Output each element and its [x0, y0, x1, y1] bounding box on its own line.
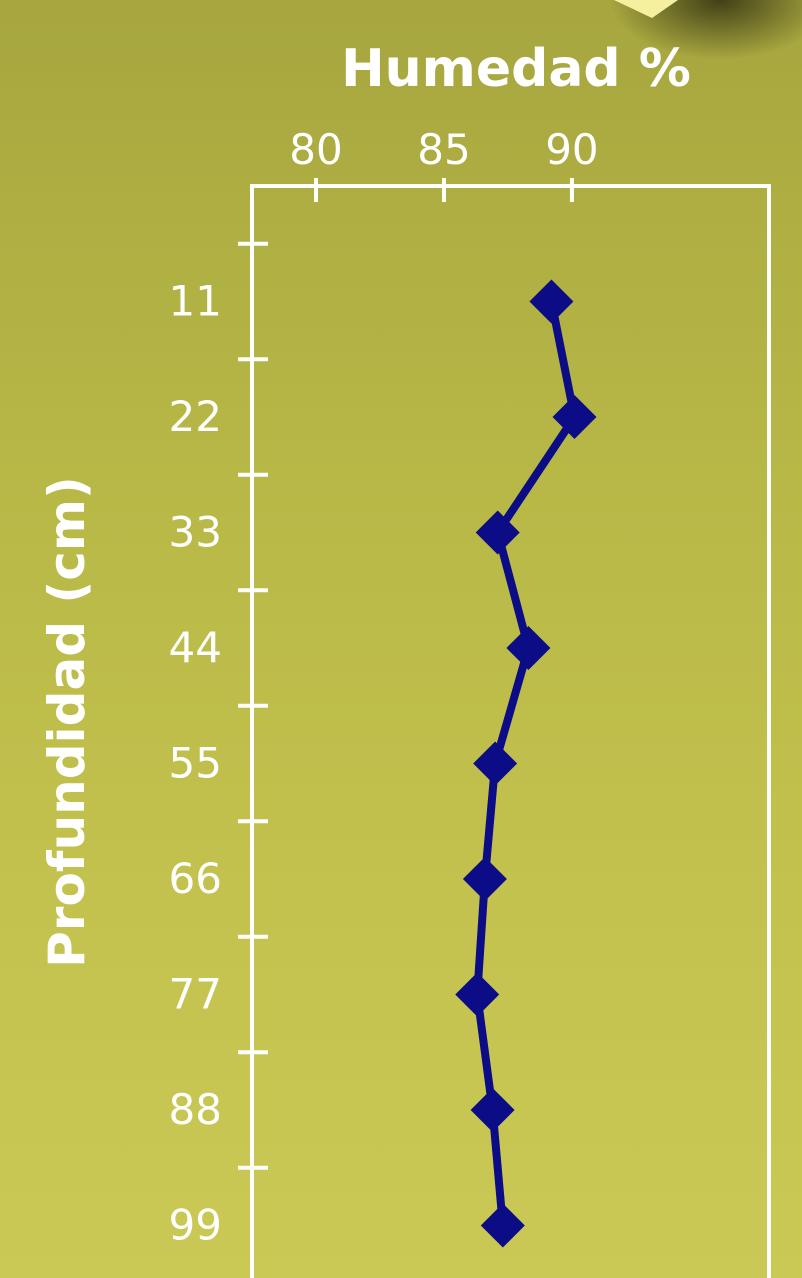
y-tick-label: 99 [169, 1201, 222, 1250]
y-tick-label: 88 [169, 1085, 222, 1134]
data-point-marker [470, 1088, 515, 1132]
y-tick-label: 55 [169, 739, 222, 788]
data-point-marker [552, 395, 597, 439]
corner-decoration [610, 0, 802, 60]
y-tick-label: 66 [169, 854, 222, 903]
data-point-marker [455, 972, 500, 1017]
x-axis-title: Humedad % [341, 39, 691, 99]
y-tick-label: 22 [169, 392, 222, 441]
y-tick-label: 33 [169, 508, 222, 557]
y-tick-label: 44 [169, 623, 222, 672]
data-point-marker [529, 279, 574, 324]
y-ticks: 11 22 33 44 55 66 77 88 99 [169, 241, 268, 1250]
data-point-marker [475, 510, 520, 555]
x-tick-label: 80 [289, 125, 342, 174]
y-axis-title: Profundidad (cm) [38, 476, 96, 968]
x-tick-label: 85 [417, 125, 470, 174]
data-point-marker [462, 857, 507, 901]
data-point-marker [506, 626, 551, 670]
x-ticks: 80 85 90 [289, 125, 599, 202]
plot-frame [250, 184, 771, 1278]
x-tick-label: 90 [545, 125, 598, 174]
data-series [455, 279, 597, 1248]
y-tick-label: 11 [169, 277, 222, 326]
data-point-marker [473, 741, 518, 786]
data-point-marker [480, 1203, 525, 1248]
y-tick-label: 77 [169, 970, 222, 1019]
